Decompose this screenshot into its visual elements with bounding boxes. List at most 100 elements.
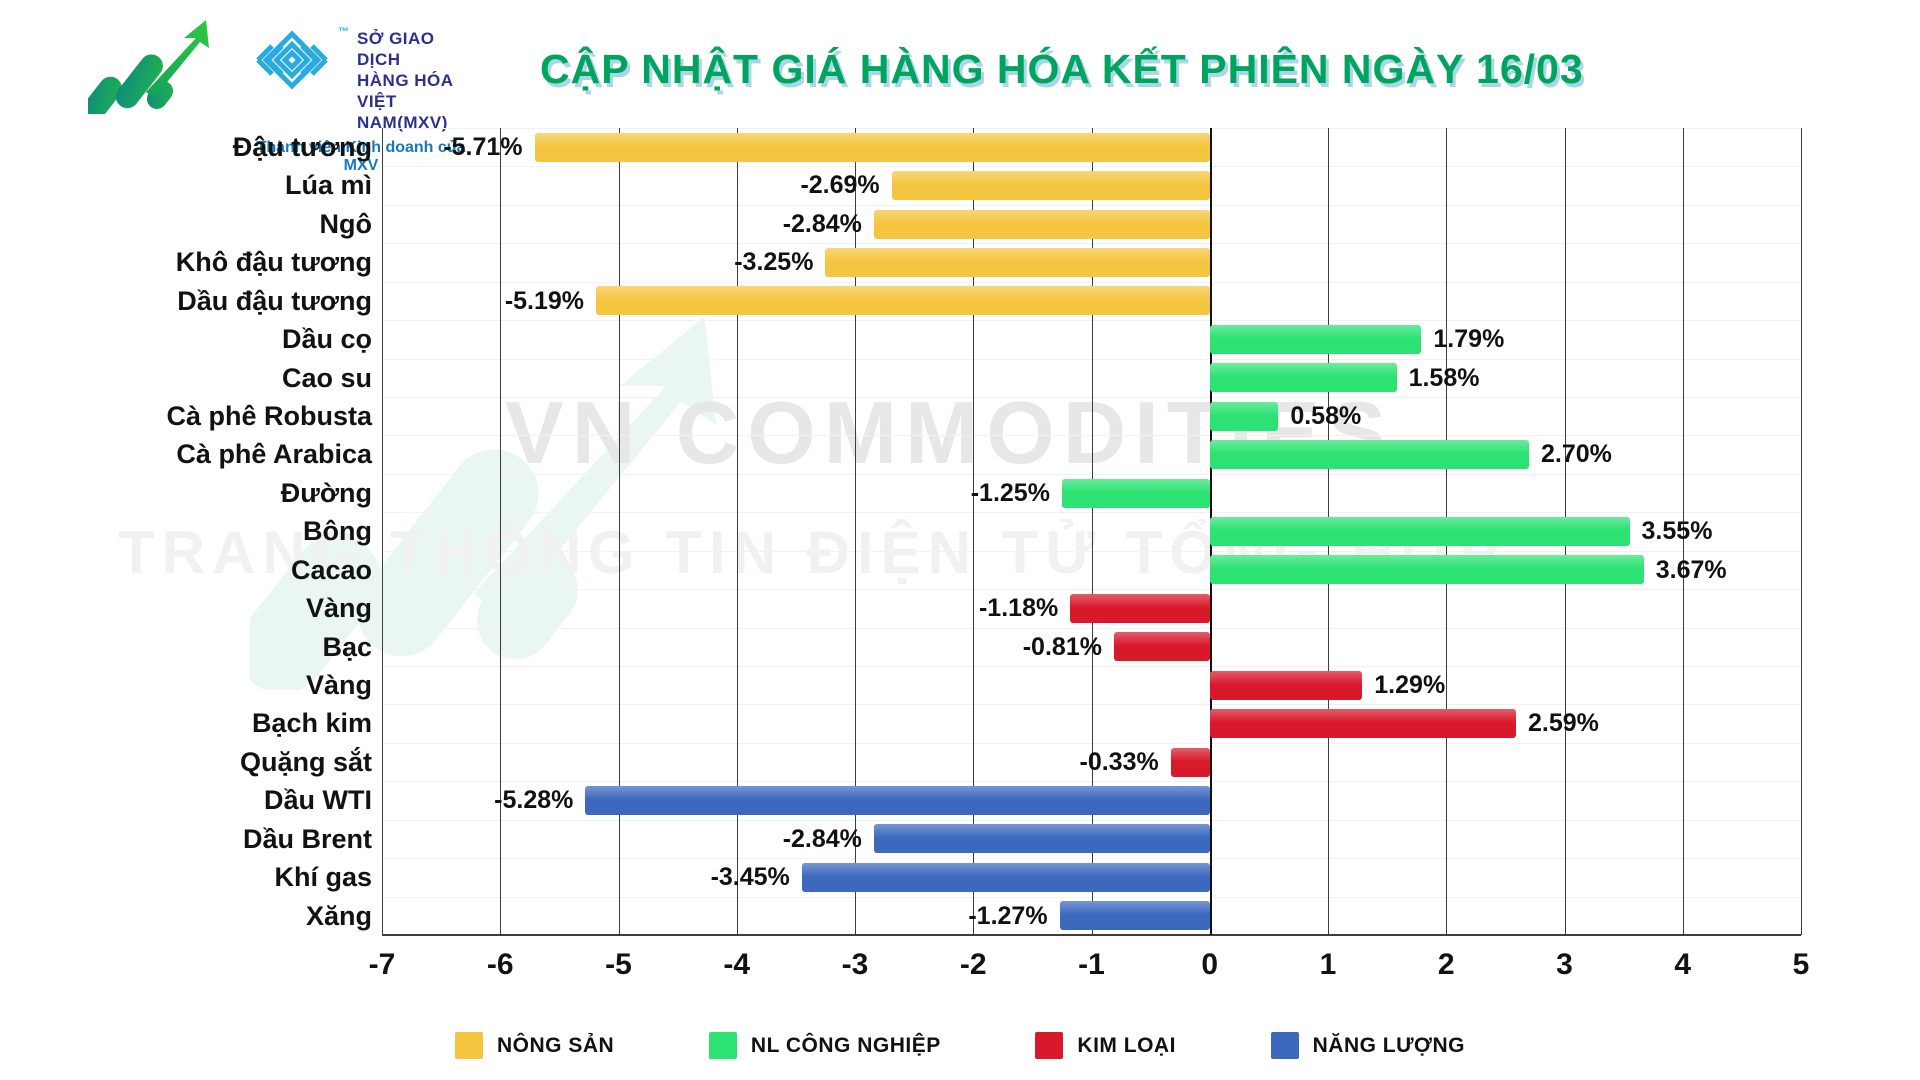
bar-value-label: 0.58% bbox=[1290, 402, 1362, 430]
x-tick-label: -3 bbox=[841, 948, 869, 981]
gridline bbox=[618, 128, 620, 935]
category-label: Khô đậu tương bbox=[175, 247, 372, 278]
bar-value-label: -0.81% bbox=[1022, 632, 1102, 661]
bar bbox=[1070, 593, 1210, 623]
bar bbox=[1209, 517, 1630, 546]
bar bbox=[1059, 901, 1210, 931]
bar-value-label: -1.27% bbox=[968, 901, 1048, 930]
legend-item: NĂNG LƯỢNG bbox=[1270, 1032, 1465, 1059]
category-label: Bông bbox=[303, 516, 372, 547]
x-tick-label: -1 bbox=[1078, 948, 1105, 981]
bar-value-label: -1.25% bbox=[970, 478, 1050, 507]
trademark-symbol: ™ bbox=[338, 26, 349, 38]
bar bbox=[585, 786, 1210, 815]
bar-value-label: -3.25% bbox=[734, 248, 814, 277]
legend-label: NĂNG LƯỢNG bbox=[1312, 1033, 1465, 1057]
x-axis-labels: -7 -6 -5 -4 -3 -2 -1 0 1 2 3 4 5 bbox=[369, 948, 1810, 994]
mxv-logo-block: ™ SỞ GIAO DỊCH HÀNG HÓA VIỆT NAM(MXV) Th… bbox=[248, 26, 478, 175]
category-label: Đường bbox=[280, 477, 372, 508]
legend-item: NÔNG SẢN bbox=[455, 1032, 614, 1059]
bar bbox=[1209, 440, 1530, 470]
mxv-name: SỞ GIAO DỊCH HÀNG HÓA VIỆT NAM(MXV) bbox=[357, 28, 478, 133]
bar-value-label: -1.18% bbox=[978, 594, 1059, 623]
bar-value-label: -0.33% bbox=[1079, 747, 1159, 776]
bar bbox=[873, 209, 1210, 239]
bar bbox=[534, 132, 1210, 162]
category-label: Khí gas bbox=[274, 862, 372, 893]
x-tick-label: -5 bbox=[605, 948, 632, 981]
bar bbox=[801, 862, 1210, 892]
bar-value-label: -5.19% bbox=[504, 286, 585, 315]
x-tick-label: 1 bbox=[1319, 948, 1337, 981]
bar-value-label: -5.71% bbox=[443, 133, 523, 161]
page-title: CẬP NHẬT GIÁ HÀNG HÓA KẾT PHIÊN NGÀY 16/… bbox=[540, 46, 1584, 92]
bar bbox=[596, 286, 1210, 316]
legend-label: NÔNG SẢN bbox=[497, 1033, 615, 1057]
legend-item: NL CÔNG NGHIỆP bbox=[708, 1032, 941, 1059]
legend-label: KIM LOẠI bbox=[1077, 1033, 1176, 1057]
bar-value-label: -2.84% bbox=[782, 824, 862, 853]
brand-growth-logo-icon bbox=[88, 20, 209, 114]
bar-value-label: -2.84% bbox=[782, 209, 862, 238]
bar bbox=[1061, 478, 1210, 508]
bar-value-label: 1.29% bbox=[1374, 671, 1446, 699]
x-tick-label: -2 bbox=[959, 948, 987, 981]
gridline bbox=[973, 128, 975, 935]
category-label: Bạc bbox=[322, 631, 372, 662]
x-axis-line bbox=[382, 934, 1801, 936]
bar bbox=[1113, 632, 1210, 662]
category-label: Lúa mì bbox=[284, 170, 372, 201]
legend-label: NL CÔNG NGHIỆP bbox=[750, 1033, 941, 1057]
x-tick-label: -6 bbox=[486, 948, 514, 981]
gridline bbox=[1801, 128, 1802, 935]
category-label: Quặng sắt bbox=[239, 746, 372, 777]
category-label: Dầu cọ bbox=[281, 324, 372, 355]
mxv-name-line2: HÀNG HÓA bbox=[357, 71, 454, 90]
bar bbox=[1209, 555, 1644, 585]
bar-value-label: 1.58% bbox=[1408, 363, 1480, 392]
mxv-member-text: Thành viên Kinh doanh của MXV bbox=[256, 139, 466, 174]
bar-value-label: 2.70% bbox=[1541, 440, 1612, 469]
mxv-name-line3: VIỆT NAM(MXV) bbox=[357, 92, 448, 132]
gridline bbox=[1682, 128, 1684, 935]
category-label: Ngô bbox=[319, 208, 372, 239]
x-tick-label: 4 bbox=[1674, 948, 1692, 981]
bar bbox=[1209, 401, 1279, 431]
category-label: Cà phê Robusta bbox=[166, 401, 372, 431]
category-label: Dầu đậu tương bbox=[177, 285, 372, 316]
plot-area: -5.71% -2.69% -2.84% -3.25% -5.19% 1.79% 1.58%… bbox=[382, 128, 1802, 936]
x-tick-label: -4 bbox=[723, 948, 751, 981]
x-tick-label: 3 bbox=[1556, 948, 1573, 981]
x-tick-label: 5 bbox=[1792, 948, 1810, 981]
bar bbox=[825, 248, 1210, 277]
bar bbox=[1209, 363, 1397, 393]
x-tick-label: 0 bbox=[1201, 948, 1219, 981]
legend-swatch bbox=[708, 1032, 737, 1059]
bar bbox=[1209, 670, 1363, 700]
bar-value-label: -2.69% bbox=[800, 171, 880, 200]
bar-value-label: 2.59% bbox=[1528, 709, 1599, 738]
bar bbox=[891, 171, 1210, 201]
bar bbox=[873, 824, 1210, 854]
category-label: Vàng bbox=[305, 593, 372, 624]
gridline bbox=[500, 128, 502, 935]
legend: NÔNG SẢN NL CÔNG NGHIỆP KIM LOẠI NĂNG LƯỢNG bbox=[455, 1032, 1465, 1059]
category-label: Cà phê Arabica bbox=[176, 439, 372, 470]
gridline bbox=[382, 128, 383, 935]
category-label: Đậu tương bbox=[232, 132, 372, 162]
category-label: Cao su bbox=[281, 362, 372, 393]
mxv-name-line1: SỞ GIAO DỊCH bbox=[357, 29, 435, 69]
gridline bbox=[855, 128, 856, 935]
category-label: Xăng bbox=[305, 900, 372, 931]
bar bbox=[1209, 709, 1517, 739]
bar-value-label: -5.28% bbox=[494, 786, 574, 815]
watermark-logo-icon bbox=[250, 316, 717, 690]
bar-value-label: -3.45% bbox=[710, 863, 790, 892]
bar-value-label: 1.79% bbox=[1433, 325, 1505, 354]
x-tick-label: 2 bbox=[1437, 948, 1455, 981]
legend-item: KIM LOẠI bbox=[1035, 1032, 1176, 1059]
category-label: Cacao bbox=[290, 554, 372, 585]
category-label: Bạch kim bbox=[251, 708, 372, 739]
gridline bbox=[1091, 128, 1093, 935]
